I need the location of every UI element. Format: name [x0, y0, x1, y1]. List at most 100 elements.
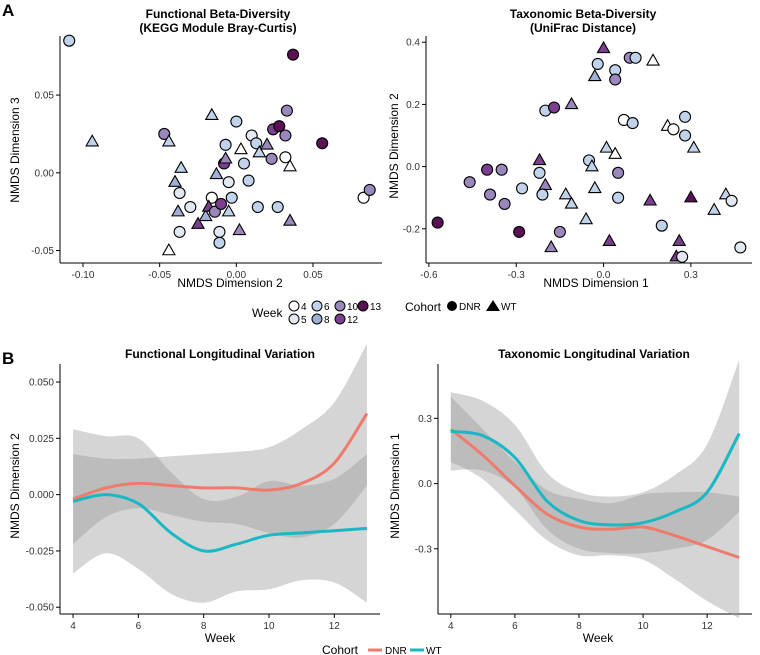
- legend-cohort-lines: Cohort DNR WT: [322, 643, 442, 655]
- data-point-triangle: [707, 202, 722, 215]
- data-point-circle: [214, 197, 228, 210]
- data-point-circle: [483, 188, 497, 201]
- series-line-wt: [450, 429, 741, 527]
- y-tick-label: 0.0: [418, 479, 432, 490]
- data-point-triangle: [282, 213, 298, 226]
- data-point-circle: [667, 123, 680, 136]
- data-point-triangle: [602, 233, 617, 246]
- chart-title: Functional Beta-Diversity: [146, 7, 291, 21]
- data-point-triangle: [579, 211, 594, 225]
- y-axis-label: NMDS Dimension 2: [8, 433, 22, 539]
- confidence-band-dnr: [450, 396, 740, 619]
- confidence-band-wt: [73, 429, 367, 603]
- data-point-circle: [629, 51, 642, 64]
- data-point-triangle: [587, 180, 602, 194]
- data-point-triangle: [599, 140, 614, 153]
- legend-entry-label: WT: [426, 646, 442, 655]
- data-point-triangle: [672, 233, 687, 246]
- data-point-triangle: [85, 134, 100, 147]
- data-point-triangle: [232, 222, 247, 236]
- legend-week-label: 13: [370, 302, 382, 313]
- y-tick-label: 0.05: [35, 91, 55, 102]
- data-point-circle: [237, 157, 251, 170]
- data-point-triangle: [171, 204, 186, 217]
- x-axis-label: NMDS Dimension 1: [543, 276, 649, 290]
- panel-label-a: A: [2, 1, 14, 20]
- data-point-circle: [173, 186, 186, 200]
- data-point-circle: [513, 225, 526, 238]
- data-point-circle: [230, 115, 243, 128]
- y-axis-label: NMDS Dimension 1: [388, 433, 402, 539]
- x-tick-label: 6: [136, 621, 142, 632]
- data-point-circle: [271, 200, 284, 214]
- legend-week-swatch: [311, 300, 323, 312]
- x-tick-label: -0.6: [420, 270, 438, 281]
- data-point-circle: [679, 110, 692, 123]
- x-tick-label: 10: [263, 621, 275, 632]
- legend-week-swatch: [334, 300, 346, 312]
- data-point-circle: [242, 174, 255, 187]
- data-point-circle: [363, 183, 376, 196]
- data-point-circle: [251, 200, 264, 214]
- y-tick-label: 0.0: [406, 162, 420, 173]
- legend-dnr-circle-icon: [447, 301, 457, 311]
- legend-week-label: 8: [324, 315, 330, 326]
- x-axis-label: Week: [583, 631, 614, 645]
- data-point-circle: [536, 188, 549, 201]
- data-point-circle: [516, 182, 529, 195]
- data-point-triangle: [161, 134, 176, 147]
- data-point-circle: [612, 191, 625, 204]
- x-tick-label: 8: [576, 621, 582, 632]
- data-point-circle: [679, 129, 692, 142]
- data-point-circle: [213, 236, 226, 249]
- x-tick-label: 10: [637, 621, 649, 632]
- chart-subtitle: (KEGG Module Bray-Curtis): [139, 21, 296, 35]
- functional-longitudinal-plot: Functional Longitudinal Variation Week N…: [8, 343, 380, 645]
- legend-week-label: 5: [301, 315, 307, 326]
- data-point-triangle: [218, 151, 233, 164]
- legend-week-cohort: Week Cohort 4 5 6 8 10 12 13 DNR WT: [252, 300, 517, 326]
- data-point-triangle: [564, 196, 579, 209]
- x-tick-label: 4: [70, 621, 76, 632]
- chart-title: Taxonomic Beta-Diversity: [510, 7, 657, 21]
- data-point-circle: [626, 117, 639, 130]
- data-point-triangle: [532, 152, 547, 166]
- legend-cohort-label: WT: [501, 302, 517, 313]
- data-point-triangle: [190, 216, 206, 229]
- data-point-circle: [655, 219, 668, 232]
- legend-week-swatch: [357, 300, 369, 312]
- data-point-circle: [213, 225, 226, 238]
- x-tick-label: 0.00: [227, 270, 247, 281]
- data-point-circle: [222, 176, 235, 189]
- data-point-circle: [431, 216, 444, 229]
- legend-week-swatch: [334, 313, 346, 325]
- series-line-dnr: [72, 412, 369, 501]
- x-tick-label: -0.3: [508, 270, 526, 281]
- data-point-triangle: [683, 190, 698, 203]
- data-point-triangle: [209, 166, 224, 180]
- data-point-circle: [463, 176, 476, 189]
- data-point-circle: [316, 137, 329, 150]
- data-point-circle: [280, 104, 293, 117]
- y-tick-label: -0.050: [26, 603, 55, 614]
- data-point-circle: [63, 34, 76, 47]
- data-point-circle: [676, 250, 689, 263]
- legend-cohort-title: Cohort: [322, 643, 359, 655]
- y-tick-label: -0.2: [403, 224, 421, 235]
- y-tick-label: 0.000: [29, 490, 54, 501]
- data-point-circle: [184, 200, 197, 214]
- data-point-triangle: [643, 193, 658, 206]
- data-point-triangle: [558, 186, 573, 200]
- series-line-dnr: [449, 428, 740, 559]
- chart-title: Functional Longitudinal Variation: [125, 347, 315, 361]
- series-line-wt: [72, 493, 368, 553]
- x-tick-label: 0.3: [684, 270, 698, 281]
- data-point-circle: [612, 166, 625, 179]
- confidence-band-dnr: [73, 343, 367, 545]
- data-point-circle: [279, 151, 292, 164]
- data-point-circle: [357, 191, 370, 204]
- y-tick-label: -0.025: [26, 546, 55, 557]
- data-point-circle: [591, 57, 604, 71]
- data-point-triangle: [252, 145, 267, 158]
